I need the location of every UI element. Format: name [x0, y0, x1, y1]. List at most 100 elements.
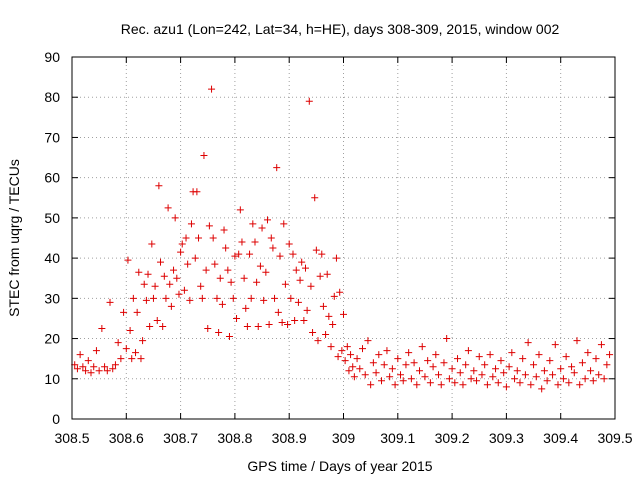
- data-point: [208, 85, 216, 93]
- data-point: [177, 248, 185, 256]
- data-point: [195, 234, 203, 242]
- data-point: [153, 316, 161, 324]
- x-tick-label: 308.9: [272, 430, 307, 446]
- data-point: [95, 367, 103, 375]
- data-point: [276, 252, 284, 260]
- data-point: [386, 373, 394, 381]
- data-point: [361, 371, 369, 379]
- data-point: [562, 353, 570, 361]
- data-point: [467, 375, 475, 383]
- data-point: [497, 357, 505, 365]
- data-point: [216, 274, 224, 282]
- data-point: [258, 224, 266, 232]
- x-tick-label: 309.3: [489, 430, 524, 446]
- data-point: [327, 343, 335, 351]
- data-point: [198, 294, 206, 302]
- data-point: [126, 327, 134, 335]
- data-point: [578, 359, 586, 367]
- data-point: [330, 292, 338, 300]
- data-point: [519, 355, 527, 363]
- y-tick-label: 30: [44, 290, 60, 306]
- data-point: [247, 294, 255, 302]
- data-point: [242, 304, 250, 312]
- data-point: [294, 298, 302, 306]
- data-point: [312, 246, 320, 254]
- data-point: [180, 286, 188, 294]
- data-point: [122, 345, 130, 353]
- data-point: [249, 220, 257, 228]
- data-point: [524, 339, 532, 347]
- data-point: [513, 367, 521, 375]
- data-point: [322, 331, 330, 339]
- data-point: [173, 274, 181, 282]
- data-point: [421, 373, 429, 381]
- data-point: [314, 337, 322, 345]
- data-point: [263, 216, 271, 224]
- data-point: [432, 351, 440, 359]
- data-point: [278, 318, 286, 326]
- data-point: [233, 314, 241, 322]
- data-point: [340, 310, 347, 318]
- data-point: [405, 349, 413, 357]
- data-point: [372, 369, 380, 377]
- data-point: [271, 294, 279, 302]
- data-point: [597, 341, 605, 349]
- data-point: [359, 345, 367, 353]
- data-point: [111, 361, 119, 369]
- data-point: [144, 270, 152, 278]
- data-point: [128, 355, 136, 363]
- x-tick-label: 309.4: [543, 430, 578, 446]
- data-point: [341, 357, 349, 365]
- data-point: [543, 377, 551, 385]
- data-point: [222, 244, 230, 252]
- data-point: [251, 238, 259, 246]
- data-point: [353, 355, 361, 363]
- data-point: [186, 296, 194, 304]
- x-tick-label: 309: [332, 430, 356, 446]
- data-point: [82, 367, 90, 375]
- data-point: [456, 369, 464, 377]
- data-point: [298, 258, 306, 266]
- data-point: [391, 381, 399, 389]
- data-point: [280, 220, 288, 228]
- data-point: [178, 240, 186, 248]
- data-point: [301, 264, 309, 272]
- data-point: [347, 351, 355, 359]
- data-point: [117, 355, 125, 363]
- data-point: [584, 349, 592, 357]
- data-point: [565, 379, 573, 387]
- data-point: [166, 280, 174, 288]
- data-point: [182, 234, 190, 242]
- data-point: [573, 337, 581, 345]
- data-point: [167, 302, 175, 310]
- data-point: [316, 272, 324, 280]
- data-point: [157, 258, 165, 266]
- data-point: [388, 365, 396, 373]
- data-point: [336, 288, 344, 296]
- data-point: [175, 290, 183, 298]
- data-point: [375, 351, 383, 359]
- data-point: [440, 359, 448, 367]
- data-point: [399, 377, 407, 385]
- data-point: [197, 282, 205, 290]
- data-point: [478, 371, 486, 379]
- data-point: [109, 365, 117, 373]
- data-point: [137, 355, 145, 363]
- data-point: [200, 152, 208, 160]
- data-point: [557, 365, 565, 373]
- data-point: [402, 361, 410, 369]
- data-point: [349, 363, 357, 371]
- data-point: [285, 240, 293, 248]
- data-point: [443, 335, 451, 343]
- data-point: [170, 266, 178, 274]
- data-point: [494, 379, 502, 387]
- data-point: [407, 375, 415, 383]
- data-point: [256, 262, 264, 270]
- data-point: [274, 308, 282, 316]
- data-point: [380, 361, 388, 369]
- data-point: [281, 280, 289, 288]
- data-point: [236, 206, 244, 214]
- data-point: [350, 373, 358, 381]
- data-point: [254, 322, 262, 330]
